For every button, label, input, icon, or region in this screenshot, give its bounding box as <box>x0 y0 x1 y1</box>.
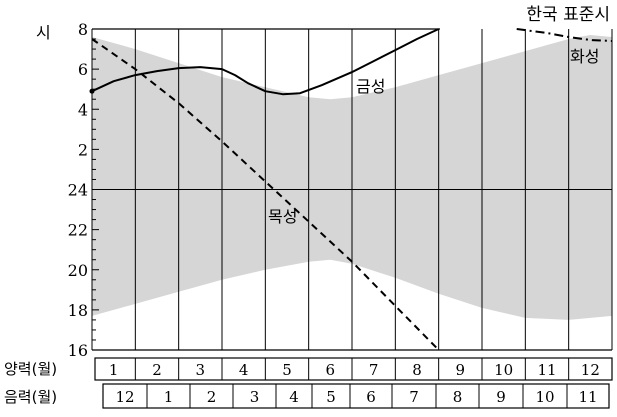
series-line-1 <box>91 38 440 351</box>
series-line-0 <box>91 28 440 96</box>
grid-layer <box>91 28 613 351</box>
y-tick-label: 8 <box>78 20 88 39</box>
y-tick-layer: 8 6 4 2 24 22 20 18 16 <box>68 20 88 360</box>
series-line-2 <box>516 28 613 42</box>
solar-month-cell: 8 <box>412 361 422 379</box>
y-tick-label: 6 <box>78 60 88 79</box>
y-tick-label: 22 <box>68 221 88 240</box>
y-tick-label: 18 <box>68 301 88 320</box>
solar-month-cell: 2 <box>152 361 162 379</box>
lunar-month-cell: 12 <box>115 388 134 406</box>
chart-title: 한국 표준시 <box>526 5 610 25</box>
series-layer <box>89 28 613 351</box>
series-label-jupiter: 목성 <box>268 207 297 226</box>
series-start-dot <box>89 88 95 94</box>
lunar-row-frame <box>102 383 610 409</box>
y-tick-label: 20 <box>68 261 88 280</box>
lunar-month-cell: 4 <box>289 388 299 406</box>
solar-month-cell: 7 <box>369 361 379 379</box>
lunar-month-cell: 5 <box>326 388 336 406</box>
solar-month-cell: 1 <box>109 361 119 379</box>
lunar-month-cell: 7 <box>409 388 419 406</box>
row-label-lunar: 음력(월) <box>4 388 57 406</box>
solar-month-cell: 10 <box>494 361 513 379</box>
solar-month-cell: 6 <box>326 361 336 379</box>
solar-month-cell: 9 <box>456 361 466 379</box>
y-tick-label: 4 <box>78 100 88 119</box>
solar-month-cell: 12 <box>581 361 600 379</box>
lunar-month-cell: 1 <box>164 388 174 406</box>
lunar-month-cell: 9 <box>496 388 506 406</box>
y-tick-label: 16 <box>68 341 88 360</box>
solar-month-cell: 3 <box>196 361 206 379</box>
lunar-month-cell: 8 <box>453 388 463 406</box>
lunar-month-cell: 10 <box>535 388 554 406</box>
y-tick-label: 24 <box>68 181 88 200</box>
row-label-solar: 양력(월) <box>4 360 57 378</box>
y-tick-label: 2 <box>78 140 88 159</box>
series-label-venus: 금성 <box>356 77 385 96</box>
lunar-month-cell: 2 <box>207 388 217 406</box>
solar-month-cell: 5 <box>282 361 292 379</box>
y-axis-label: 시 <box>36 23 51 42</box>
lunar-month-cell: 3 <box>250 388 260 406</box>
solar-row-frame <box>94 357 613 381</box>
lunar-month-cell: 6 <box>366 388 376 406</box>
solar-month-cell: 4 <box>239 361 249 379</box>
series-label-mars: 화성 <box>570 47 599 66</box>
lunar-month-cell: 11 <box>578 388 597 406</box>
solar-month-cell: 11 <box>537 361 556 379</box>
